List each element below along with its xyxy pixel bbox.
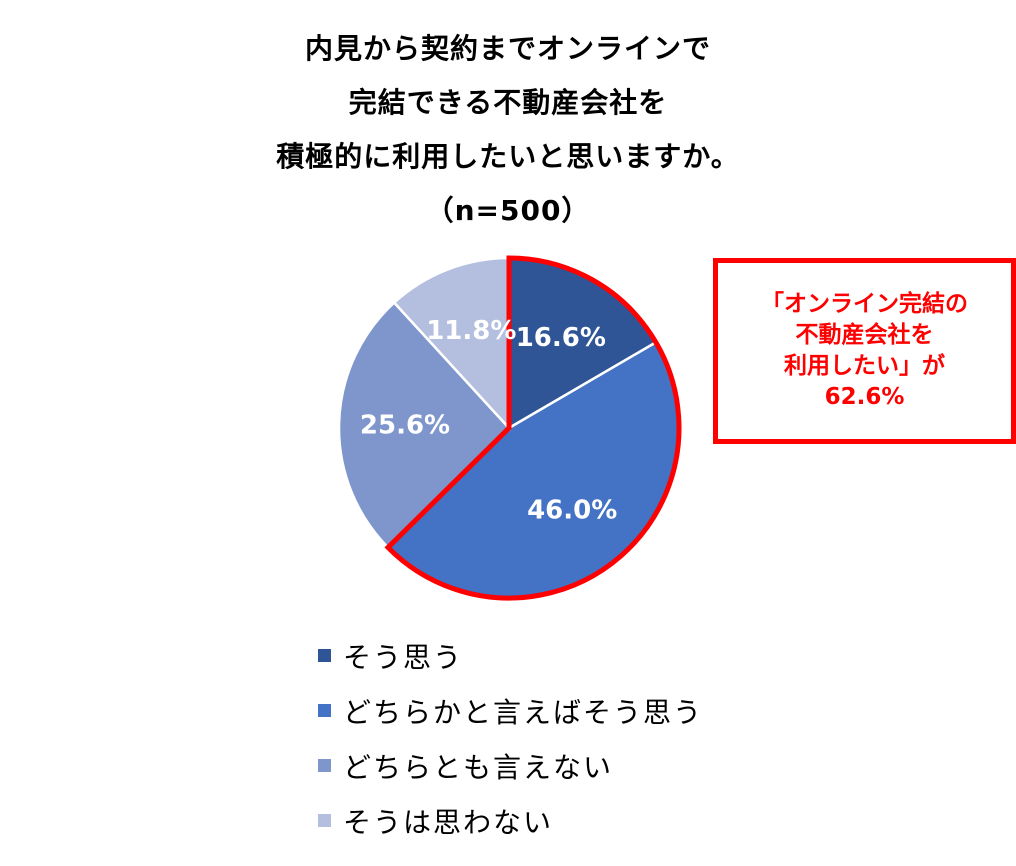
legend-swatch [318, 814, 331, 827]
highlight-outline [384, 255, 682, 601]
legend-swatch [318, 649, 331, 662]
legend-item: どちらかと言えばそう思う [318, 683, 703, 738]
slice-value-label: 11.8% [426, 316, 516, 346]
legend-label: そうは思わない [343, 805, 554, 839]
legend-label: そう思う [343, 640, 464, 674]
slice-labels: 16.6% 46.0% 25.6% 11.8% [360, 316, 617, 525]
callout-line-2: 不動産会社を [795, 322, 934, 348]
legend-swatch [318, 704, 331, 717]
legend-item: そう思う [318, 628, 703, 683]
slice-value-label: 16.6% [516, 323, 606, 353]
legend-swatch [318, 759, 331, 772]
highlight-callout-box: 「オンライン完結の 不動産会社を 利用したい」が 62.6% [713, 258, 1016, 444]
legend-item: そうは思わない [318, 793, 703, 848]
legend-item: どちらとも言えない [318, 738, 703, 793]
slice-value-label: 25.6% [360, 410, 450, 440]
legend-label: どちらとも言えない [343, 750, 614, 784]
callout-line-1: 「オンライン完結の [761, 291, 968, 317]
slice-value-label: 46.0% [527, 496, 617, 526]
callout-text: 「オンライン完結の 不動産会社を 利用したい」が 62.6% [761, 289, 968, 413]
pie-slice [392, 256, 511, 432]
legend-label: どちらかと言えばそう思う [343, 695, 704, 729]
chart-title-line-3: 積極的に利用したいと思いますか。 [276, 140, 740, 173]
legend: そう思う どちらかと言えばそう思う どちらとも言えない そうは思わない [318, 628, 703, 848]
callout-value: 62.6% [824, 384, 905, 410]
pie-slice [337, 300, 511, 550]
chart-title-line-2: 完結できる不動産会社を [348, 86, 668, 119]
chart-title-line-4: （n=500） [425, 194, 591, 227]
callout-line-3: 利用したい」が [784, 353, 945, 379]
chart-title-line-1: 内見から契約までオンラインで [304, 32, 711, 65]
chart-title: 内見から契約までオンラインで 完結できる不動産会社を 積極的に利用したいと思いま… [0, 22, 1016, 238]
